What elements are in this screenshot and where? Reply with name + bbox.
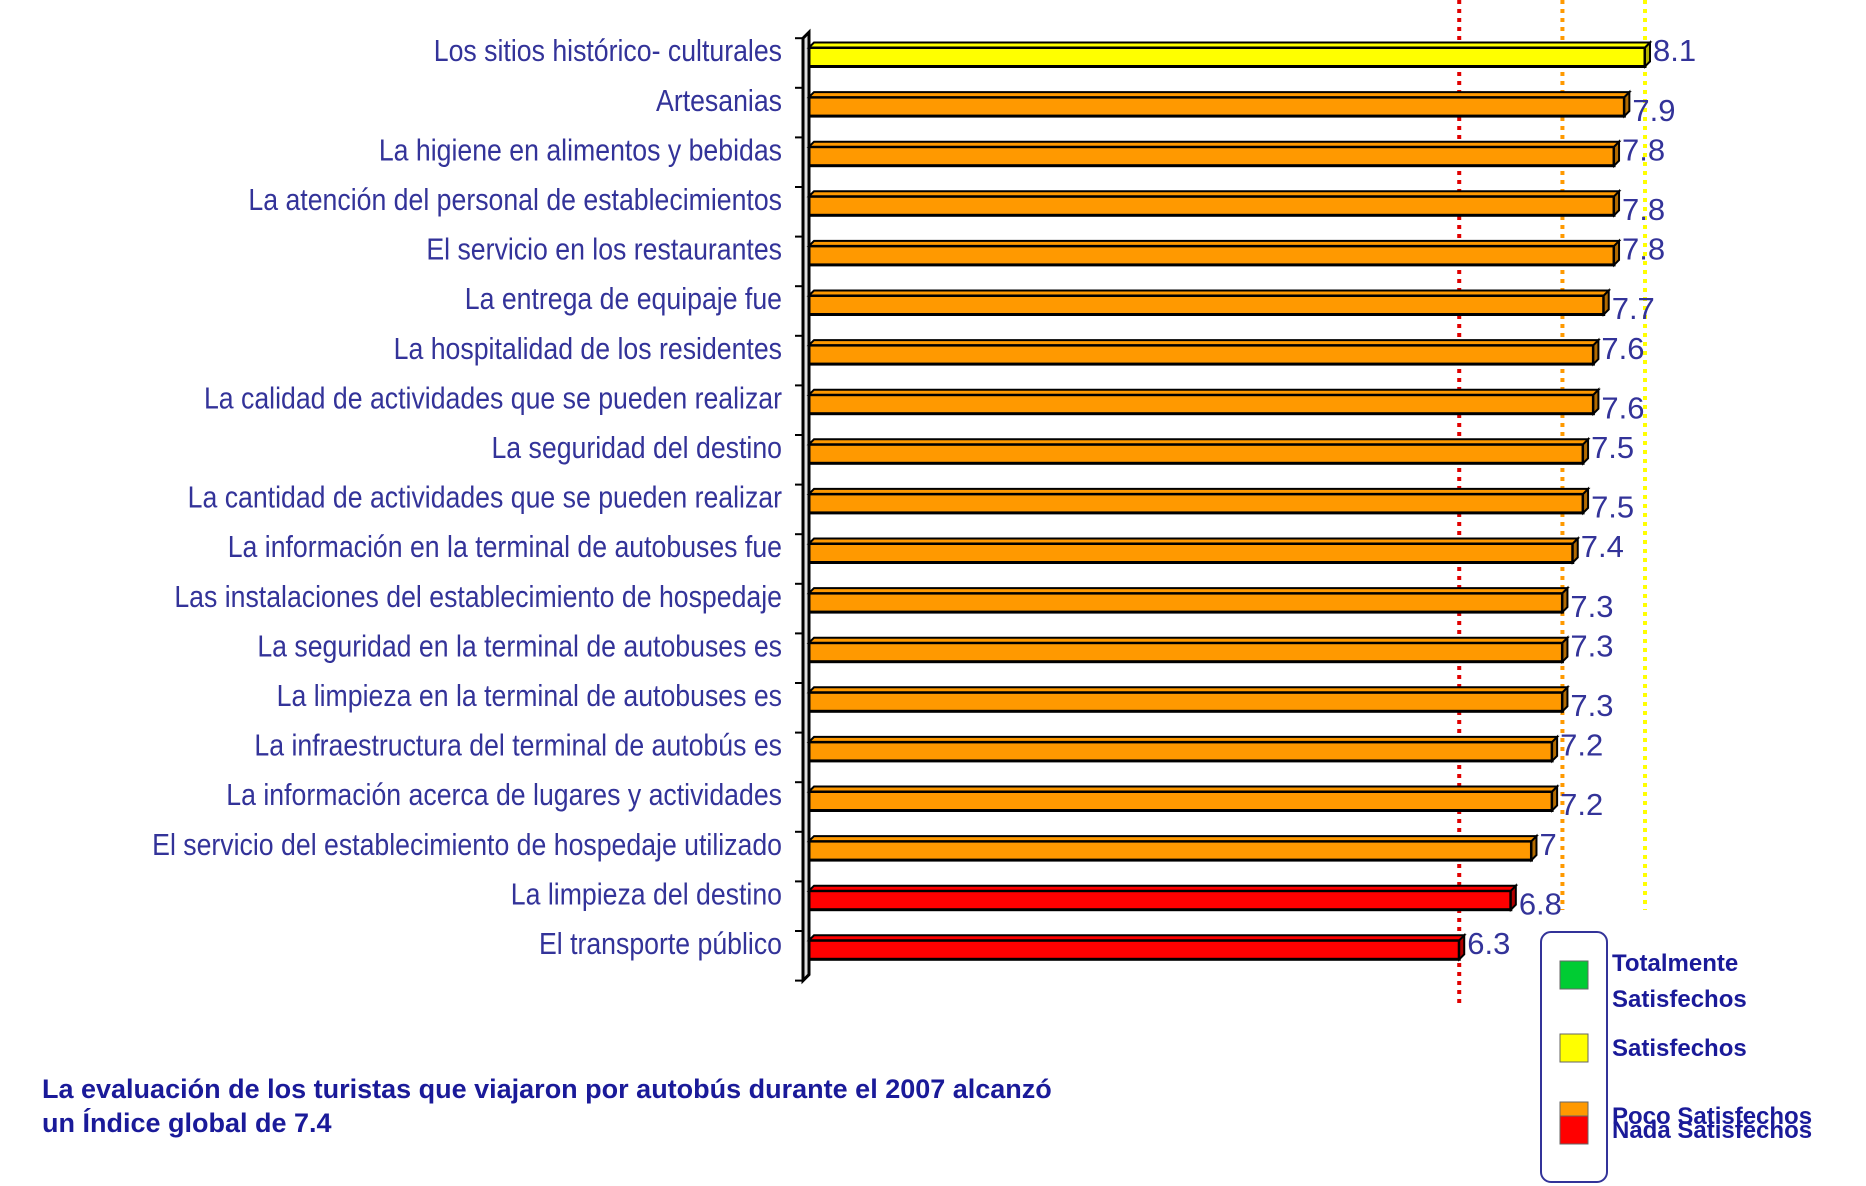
bar [807,542,1575,564]
data-label: 7.4 [1581,529,1624,564]
bar [807,839,1533,862]
category-label: Artesanias [656,83,782,118]
bar [807,690,1564,713]
bar-top [806,835,1539,843]
data-label: 7.5 [1591,490,1634,525]
legend-label: Satisfechos [1612,1035,1747,1062]
category-label: Los sitios histórico- culturales [434,33,782,68]
note-text: un Índice global de 7.4 [42,1107,332,1138]
data-label: 7.7 [1612,291,1655,326]
bar [807,46,1647,68]
bar-top [806,587,1570,595]
category-label: El servicio del establecimiento de hospe… [152,827,782,862]
legend-box [1540,931,1608,1183]
bar-top [806,190,1622,198]
category-label: La cantidad de actividades que se pueden… [188,480,782,515]
bar-top [806,537,1581,545]
data-label: 7.9 [1632,93,1675,128]
category-label: La calidad de actividades que se pueden … [204,380,782,415]
data-label: 7 [1539,827,1556,862]
data-label: 7.8 [1622,132,1665,167]
category-label: El transporte público [539,926,782,961]
legend-label-line: Satisfechos [1612,986,1747,1013]
data-label: 7.6 [1601,331,1644,366]
data-label: 7.8 [1622,192,1665,227]
bar [807,145,1616,168]
bar [807,244,1616,267]
data-label: 7.2 [1560,787,1603,822]
category-label: La limpieza del destino [511,876,782,911]
bar-top [806,934,1467,942]
legend-label: Totalmente Satisfechos [1612,950,1747,1013]
category-label: La limpieza en la terminal de autobuses … [277,678,782,713]
category-label: La seguridad del destino [491,430,782,465]
bar [807,790,1554,812]
bar [807,492,1585,515]
legend-swatch [1559,960,1589,990]
category-label: La entrega de equipaje fue [465,281,782,316]
bar [807,938,1461,961]
bar [807,294,1606,316]
legend-label: Poco Satisfechos [1612,1103,1812,1130]
bar [807,591,1564,614]
bar-top [806,339,1601,347]
data-label: 7.3 [1570,589,1613,624]
data-label: 8.1 [1653,33,1696,68]
bar-top [806,289,1612,297]
note-text: La evaluación de los turistas que viajar… [42,1074,1052,1104]
data-label: 7.8 [1622,232,1665,267]
bar-top [806,686,1570,694]
category-label: La información acerca de lugares y activ… [226,777,782,812]
category-label: La atención del personal de establecimie… [248,182,782,217]
category-label: La higiene en alimentos y bebidas [379,132,782,167]
category-label: La hospitalidad de los residentes [394,331,782,366]
bar-top [806,735,1560,743]
data-label: 6.8 [1519,886,1562,921]
bar [807,889,1513,912]
data-label: 7.5 [1591,430,1634,465]
bar [807,343,1595,366]
bar-top [806,884,1519,892]
bar-top [806,91,1632,99]
data-label: 7.6 [1601,390,1644,425]
category-label: El servicio en los restaurantes [426,232,782,267]
data-label: 6.3 [1467,926,1510,961]
data-label: 7.3 [1570,628,1613,663]
bar [807,194,1616,217]
bar [807,393,1595,416]
category-label: Las instalaciones del establecimiento de… [174,579,782,614]
data-label: 7.2 [1560,728,1603,763]
bar [807,442,1585,465]
bar-top [806,785,1560,793]
bar [807,641,1564,664]
data-label: 7.3 [1570,688,1613,723]
bar-top [806,636,1570,644]
legend-swatch [1559,1115,1589,1145]
bar-top [806,388,1601,396]
bar-top [806,438,1591,446]
bar-top [806,140,1622,148]
category-label: La información en la terminal de autobus… [228,529,782,564]
bar [807,95,1626,118]
bar-top [806,487,1591,495]
legend-label: Nada Satisfechos [1612,1117,1812,1144]
category-label: La seguridad en la terminal de autobuses… [257,628,782,663]
legend-swatch [1559,1033,1589,1063]
bar [807,740,1554,763]
bar-top [806,239,1622,247]
category-label: La infraestructura del terminal de autob… [254,728,782,763]
legend-label-line: Totalmente [1612,950,1738,977]
bar-top [806,41,1653,49]
